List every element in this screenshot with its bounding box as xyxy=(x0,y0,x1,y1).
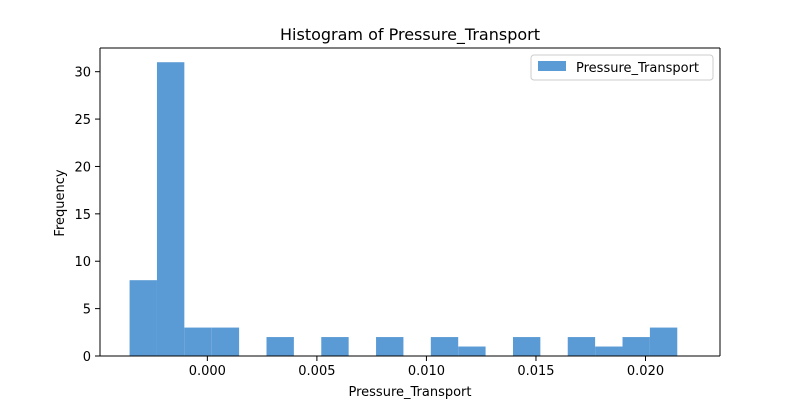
y-tick-label: 15 xyxy=(74,208,91,223)
x-ticks-group: 0.000 0.005 0.010 0.015 0.020 xyxy=(189,356,664,379)
y-tick-label: 5 xyxy=(83,303,91,318)
x-tick-label: 0.015 xyxy=(517,364,554,379)
histogram-bar xyxy=(266,337,294,356)
y-axis-label: Frequency xyxy=(53,169,68,236)
histogram-bar xyxy=(184,327,212,356)
histogram-bar xyxy=(129,280,157,356)
axes-frame xyxy=(99,47,721,357)
legend-frame xyxy=(530,54,714,81)
y-tick-label: 10 xyxy=(74,255,91,270)
y-tick-label: 30 xyxy=(74,66,91,81)
histogram-bar xyxy=(567,337,596,356)
histogram-bar xyxy=(512,337,541,356)
legend-label: Pressure_Transport xyxy=(576,61,699,76)
legend-swatch xyxy=(538,61,566,71)
histogram-bar xyxy=(211,327,240,356)
y-tick-label: 0 xyxy=(83,350,91,365)
x-tick-label: 0.000 xyxy=(189,364,226,379)
histogram-bar xyxy=(376,337,404,356)
histogram-bar xyxy=(649,327,678,356)
x-tick-label: 0.005 xyxy=(298,364,335,379)
histogram-bar xyxy=(458,346,486,356)
chart-title: Histogram of Pressure_Transport xyxy=(280,25,540,45)
y-tick-label: 20 xyxy=(74,160,91,175)
histogram-bar xyxy=(430,337,459,356)
legend: Pressure_Transport xyxy=(530,54,714,81)
y-ticks-group: 0 5 10 15 20 25 30 xyxy=(74,66,100,365)
histogram-bar xyxy=(321,337,349,356)
y-tick-label: 25 xyxy=(74,113,91,128)
histogram-bar xyxy=(622,337,650,356)
x-tick-label: 0.020 xyxy=(627,364,664,379)
histogram-bar xyxy=(595,346,623,356)
x-axis-label: Pressure_Transport xyxy=(348,385,471,400)
bars-group xyxy=(129,62,678,356)
histogram-bar xyxy=(156,62,185,356)
x-tick-label: 0.010 xyxy=(408,364,445,379)
